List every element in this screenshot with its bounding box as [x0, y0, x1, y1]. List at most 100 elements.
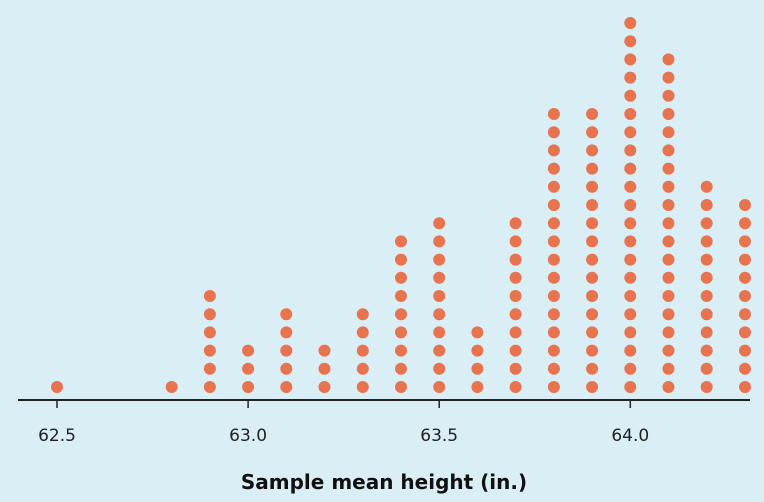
dot — [739, 253, 751, 266]
dot — [433, 381, 446, 393]
dot — [624, 126, 637, 139]
dot — [662, 144, 675, 157]
dot — [662, 126, 675, 139]
dot — [700, 362, 713, 375]
dot — [586, 290, 599, 302]
dot — [662, 89, 675, 102]
dot — [586, 144, 599, 157]
dot — [356, 326, 369, 339]
dot — [700, 271, 713, 284]
dot — [433, 290, 446, 302]
dot — [624, 308, 637, 321]
dot — [395, 271, 407, 284]
dot — [662, 108, 675, 120]
dot — [739, 362, 751, 375]
dot — [624, 199, 637, 211]
dot — [433, 326, 446, 339]
dot — [624, 108, 637, 120]
dot — [662, 53, 675, 66]
dot — [662, 362, 675, 375]
dot — [624, 89, 637, 102]
dot — [471, 381, 484, 393]
dot — [662, 271, 675, 284]
dot — [509, 308, 522, 321]
dot — [547, 290, 560, 302]
dot — [280, 308, 293, 321]
dot — [547, 326, 560, 339]
dot — [700, 308, 713, 321]
dot — [433, 217, 446, 230]
dot — [624, 326, 637, 339]
dot — [586, 126, 599, 139]
dot — [509, 344, 522, 357]
dot — [280, 362, 293, 375]
dot — [586, 344, 599, 357]
dot — [739, 290, 751, 302]
dot — [509, 381, 522, 393]
dot — [547, 126, 560, 139]
dot — [547, 235, 560, 248]
dot — [203, 344, 216, 357]
dot — [624, 381, 637, 393]
dot — [662, 235, 675, 248]
dot — [395, 362, 407, 375]
dot — [547, 253, 560, 266]
dot — [624, 344, 637, 357]
dot — [586, 381, 599, 393]
dot — [662, 71, 675, 84]
dot — [395, 308, 407, 321]
dot — [433, 235, 446, 248]
dot — [356, 344, 369, 357]
x-axis-title: Sample mean height (in.) — [241, 470, 527, 494]
dot — [662, 162, 675, 175]
dot — [662, 217, 675, 230]
dot — [547, 162, 560, 175]
dot — [356, 362, 369, 375]
dot — [624, 162, 637, 175]
dot — [471, 326, 484, 339]
dot — [509, 290, 522, 302]
dot — [433, 362, 446, 375]
dot — [739, 381, 751, 393]
dot — [624, 253, 637, 266]
dot — [395, 290, 407, 302]
dot — [395, 381, 407, 393]
dot — [395, 344, 407, 357]
dot — [165, 381, 178, 393]
dot — [739, 235, 751, 248]
dot — [586, 362, 599, 375]
dot — [433, 344, 446, 357]
dot — [700, 326, 713, 339]
dot — [547, 308, 560, 321]
dot — [318, 344, 331, 357]
dot — [662, 180, 675, 193]
dot — [586, 253, 599, 266]
dot — [662, 253, 675, 266]
dot — [739, 217, 751, 230]
dot — [739, 271, 751, 284]
dot — [471, 344, 484, 357]
dot — [624, 17, 637, 29]
dot — [318, 362, 331, 375]
dot — [662, 308, 675, 321]
dot — [624, 271, 637, 284]
dot — [395, 253, 407, 266]
dot — [509, 235, 522, 248]
dot — [739, 344, 751, 357]
dot — [203, 290, 216, 302]
dot — [624, 144, 637, 157]
dot — [739, 199, 751, 211]
dot — [739, 326, 751, 339]
dot — [662, 290, 675, 302]
dot — [547, 144, 560, 157]
dot — [395, 326, 407, 339]
dot — [586, 326, 599, 339]
dot — [242, 381, 255, 393]
dot — [624, 235, 637, 248]
dot — [700, 217, 713, 230]
x-tick-label: 63.0 — [229, 426, 267, 446]
dot — [242, 344, 255, 357]
dot — [280, 381, 293, 393]
